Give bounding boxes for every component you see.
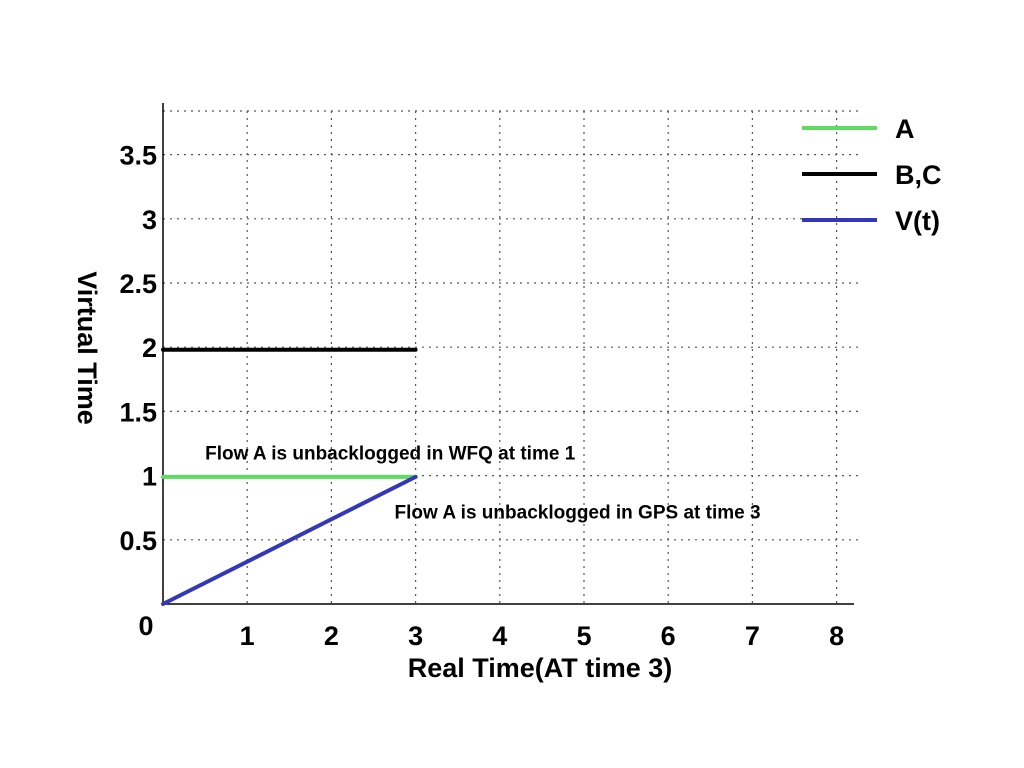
y-tick-label: 0.5 [119,526,157,556]
x-tick-label: 3 [408,621,423,651]
y-tick-label: 3 [142,205,157,235]
annotation-label: Flow A is unbacklogged in GPS at time 3 [395,503,761,524]
x-tick-label: 4 [492,621,507,651]
tick-labels: 1 2 3 4 5 6 7 8 0.5 1 1.5 2 2.5 3 3.5 0 [119,141,844,651]
x-axis-title: Real Time(AT time 3) [408,653,673,683]
x-tick-label: 2 [324,621,339,651]
legend: A B,C V(t) [802,114,942,236]
series-line-v-t [161,474,418,606]
x-tick-label: 5 [576,621,591,651]
series-lines [161,347,418,606]
y-axis-title: Virtual Time [72,271,102,425]
y-tick-label: 2 [142,333,157,363]
x-tick-label: 7 [745,621,760,651]
y-tick-label: 3.5 [119,141,157,171]
x-tick-label: 1 [240,621,255,651]
axes [162,103,854,605]
y-tick-label: 2.5 [119,269,157,299]
annotation-label: Flow A is unbacklogged in WFQ at time 1 [205,443,576,464]
origin-label: 0 [138,611,153,641]
legend-label: V(t) [895,206,940,236]
y-tick-label: 1 [142,462,157,492]
y-tick-label: 1.5 [119,397,157,427]
grid [163,110,862,604]
x-tick-label: 6 [661,621,676,651]
legend-label: B,C [895,160,942,190]
legend-label: A [895,114,915,144]
annotations: Flow A is unbacklogged in WFQ at time 1 F… [205,443,760,523]
x-tick-label: 8 [829,621,844,651]
